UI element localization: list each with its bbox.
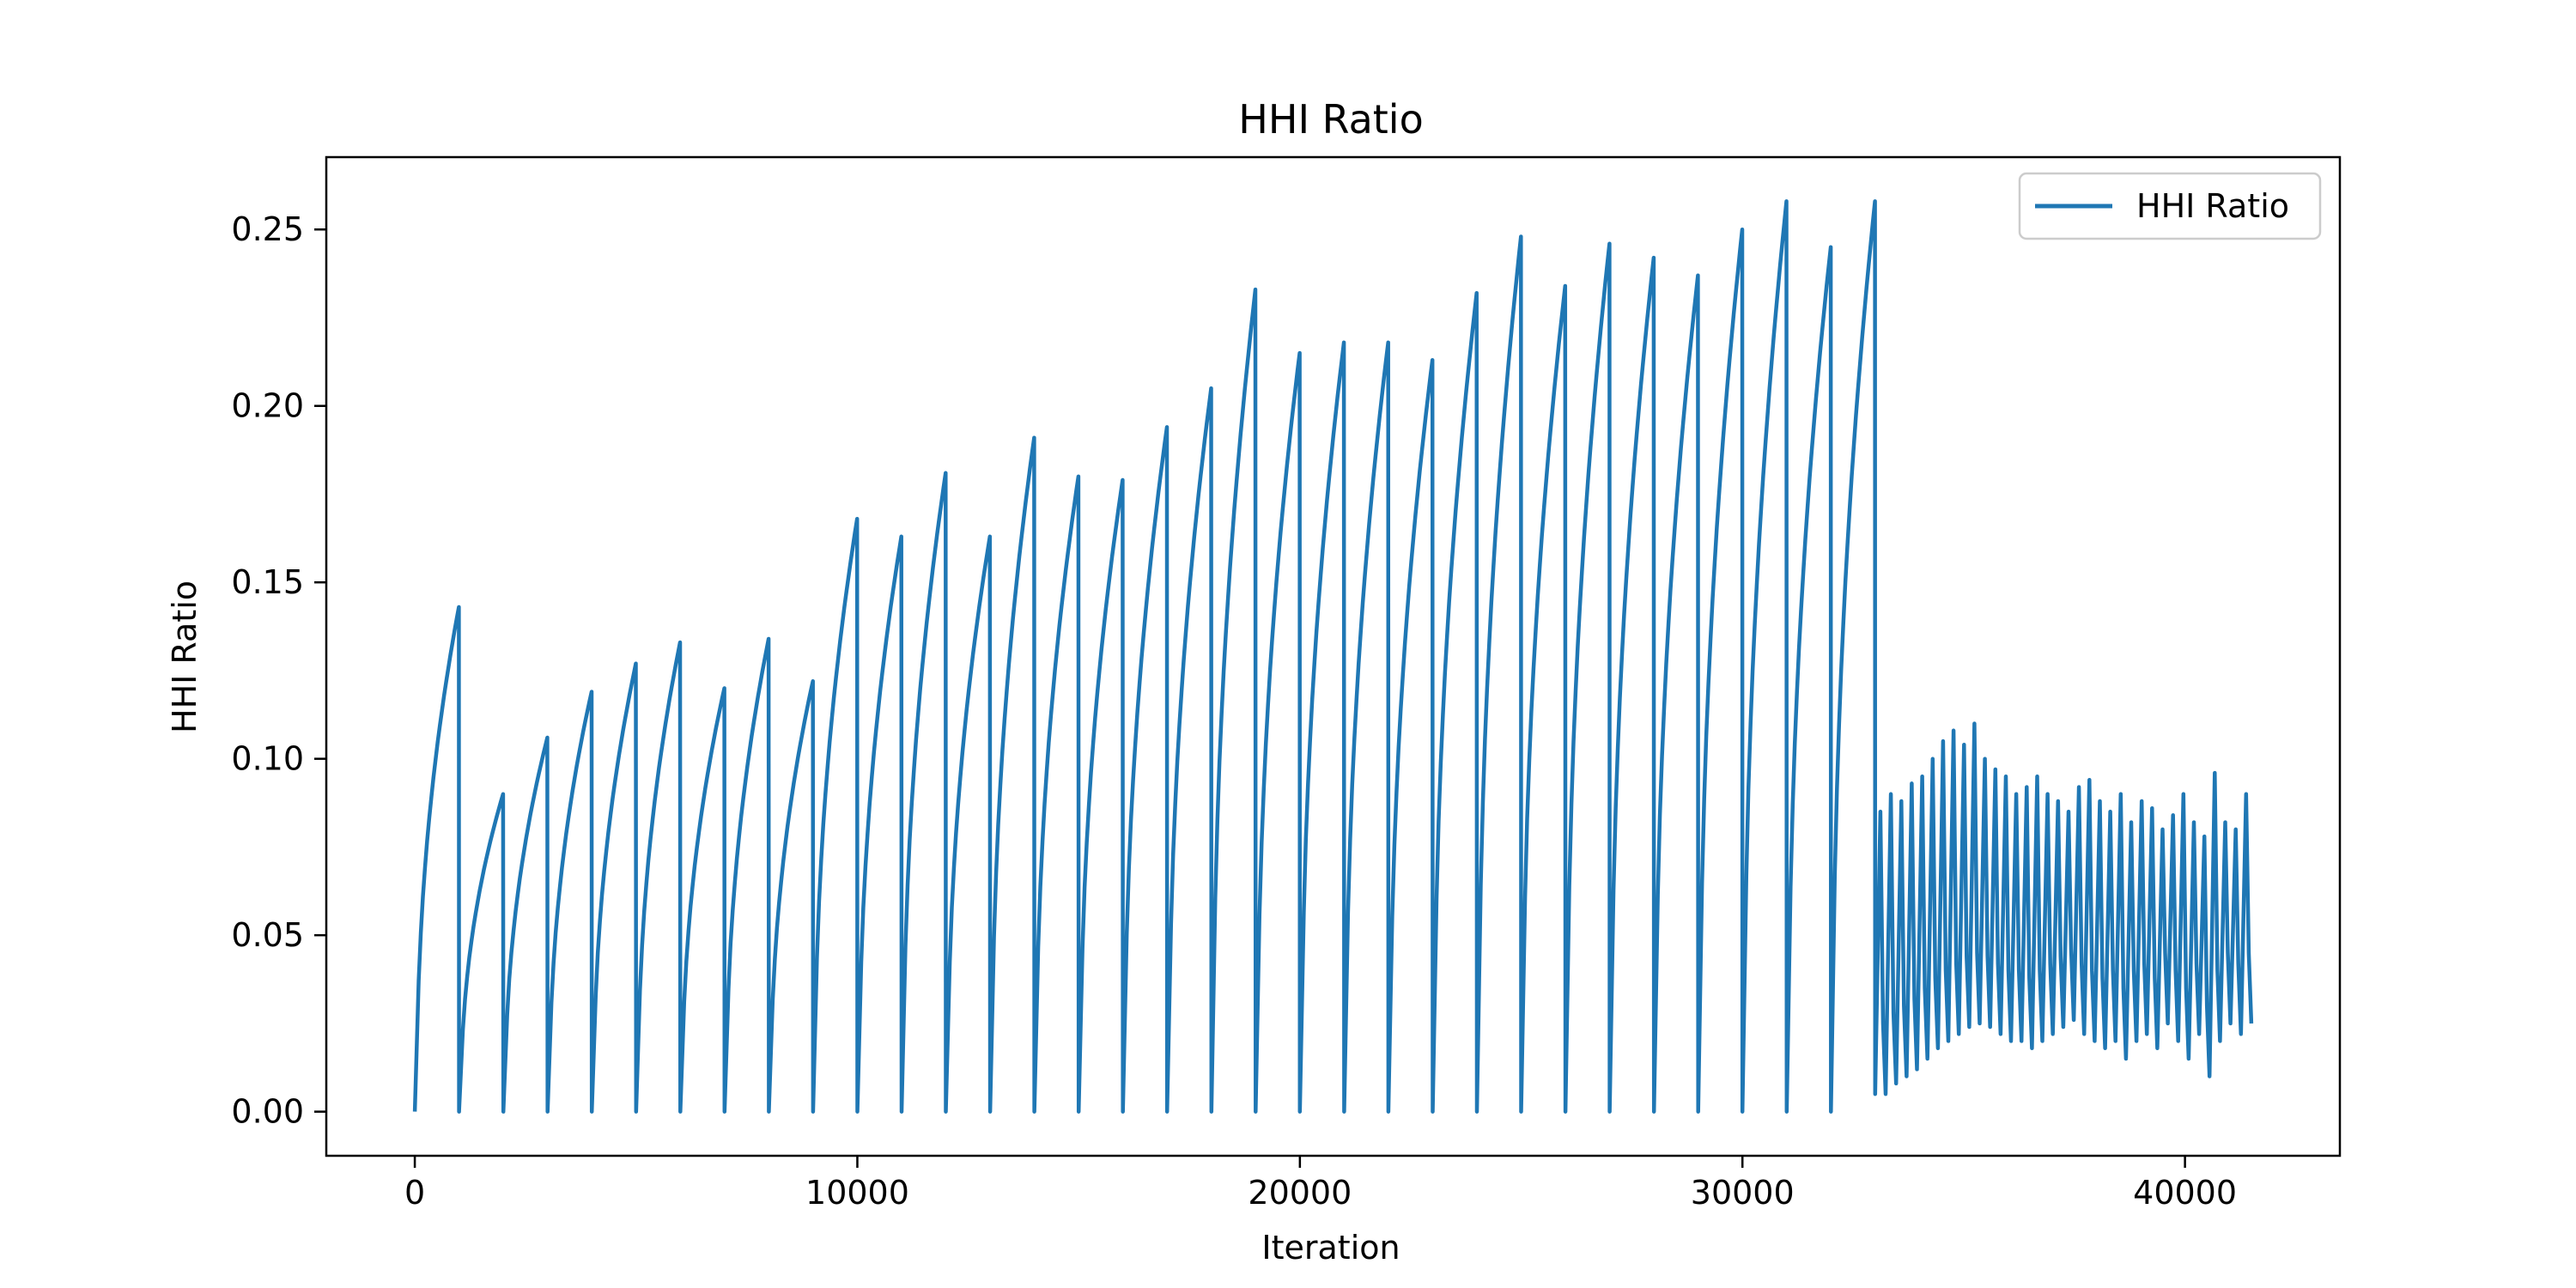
y-tick-label: 0.25 bbox=[231, 210, 304, 248]
x-tick-label: 20000 bbox=[1248, 1174, 1352, 1212]
y-tick-label: 0.10 bbox=[231, 740, 304, 778]
y-tick-label: 0.20 bbox=[231, 387, 304, 425]
y-axis-ticks: 0.00 0.05 0.10 0.15 0.20 0.25 bbox=[231, 210, 326, 1131]
series-line-hhi-ratio bbox=[412, 199, 2254, 1114]
legend-box bbox=[2018, 172, 2322, 240]
plot-area bbox=[325, 155, 2342, 1157]
legend-entry-hhi-ratio: HHI Ratio bbox=[2136, 187, 2289, 225]
x-tick-label: 30000 bbox=[1691, 1174, 1795, 1212]
x-tick-label: 0 bbox=[404, 1174, 425, 1212]
axes-frame bbox=[325, 155, 2342, 1157]
chart-title: HHI Ratio bbox=[1238, 96, 1423, 143]
y-tick-label: 0.05 bbox=[231, 916, 304, 954]
y-tick-label: 0.15 bbox=[231, 563, 304, 601]
series-hhi-ratio bbox=[412, 199, 2254, 1114]
legend: HHI Ratio bbox=[2018, 172, 2322, 240]
x-axis-label: Iteration bbox=[1261, 1229, 1400, 1267]
y-tick-label: 0.00 bbox=[231, 1093, 304, 1131]
y-axis-label: HHI Ratio bbox=[166, 580, 204, 733]
x-tick-label: 10000 bbox=[805, 1174, 909, 1212]
x-tick-label: 40000 bbox=[2133, 1174, 2237, 1212]
x-axis-ticks: 0 10000 20000 30000 40000 bbox=[404, 1156, 2237, 1212]
